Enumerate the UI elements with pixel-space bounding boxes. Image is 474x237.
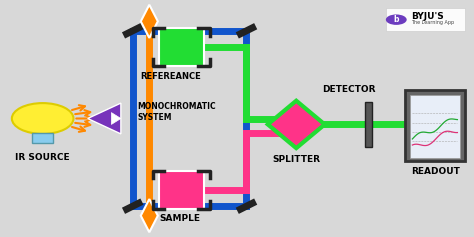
Circle shape xyxy=(12,103,73,134)
Polygon shape xyxy=(141,5,158,38)
Text: MONOCHROMATIC
SYSTEM: MONOCHROMATIC SYSTEM xyxy=(137,102,216,122)
Bar xyxy=(386,8,465,31)
Text: DETECTOR: DETECTOR xyxy=(322,85,375,94)
Polygon shape xyxy=(88,103,121,134)
Bar xyxy=(405,90,465,161)
Text: The Learning App: The Learning App xyxy=(411,19,455,25)
Text: READOUT: READOUT xyxy=(410,167,460,176)
Circle shape xyxy=(386,14,407,25)
Bar xyxy=(32,133,53,143)
Text: SAMPLE: SAMPLE xyxy=(160,214,201,223)
Bar xyxy=(410,95,460,158)
Text: IR SOURCE: IR SOURCE xyxy=(15,153,70,162)
Text: SPLITTER: SPLITTER xyxy=(272,155,320,164)
Text: REFEREANCE: REFEREANCE xyxy=(140,72,201,81)
Bar xyxy=(159,171,204,209)
Polygon shape xyxy=(141,199,158,232)
Bar xyxy=(365,102,372,147)
Text: b: b xyxy=(393,15,399,24)
Text: BYJU'S: BYJU'S xyxy=(411,12,444,21)
Polygon shape xyxy=(111,113,121,124)
Polygon shape xyxy=(268,101,325,148)
Bar xyxy=(159,28,204,66)
